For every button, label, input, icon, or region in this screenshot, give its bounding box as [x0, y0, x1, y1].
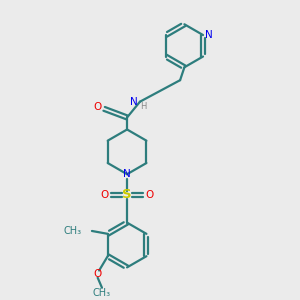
- Text: N: N: [123, 169, 131, 179]
- Text: CH₃: CH₃: [64, 226, 82, 236]
- Text: S: S: [122, 188, 132, 201]
- Text: H: H: [140, 102, 147, 111]
- Text: O: O: [94, 102, 102, 112]
- Text: O: O: [100, 190, 108, 200]
- Text: O: O: [94, 269, 102, 279]
- Text: N: N: [206, 30, 213, 40]
- Text: CH₃: CH₃: [93, 288, 111, 298]
- Text: O: O: [146, 190, 154, 200]
- Text: N: N: [130, 97, 137, 107]
